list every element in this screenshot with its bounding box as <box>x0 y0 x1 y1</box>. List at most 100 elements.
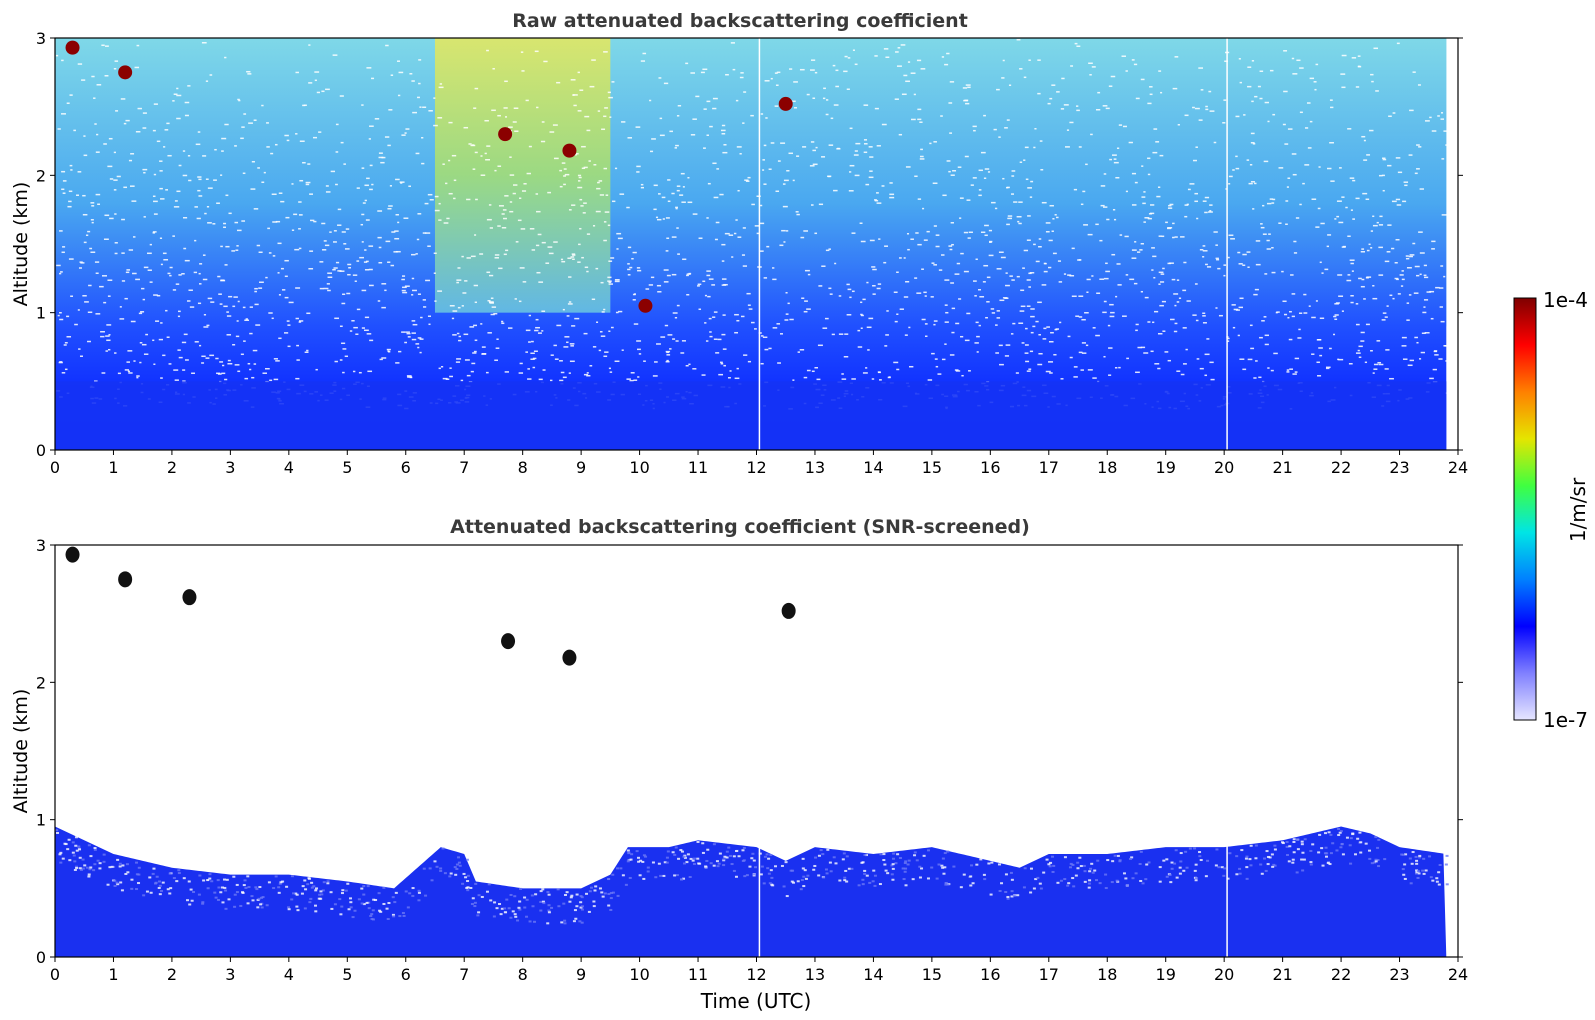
layer-texture <box>1421 869 1425 872</box>
layer-texture <box>891 867 895 870</box>
speckle <box>1370 247 1373 249</box>
layer-texture <box>1170 861 1174 864</box>
speckle <box>785 230 789 232</box>
layer-texture <box>696 857 700 860</box>
speckle <box>1189 183 1195 185</box>
layer-texture <box>580 896 584 899</box>
layer-texture <box>758 852 762 855</box>
speckle <box>1078 351 1083 354</box>
speckle <box>1315 63 1319 66</box>
speckle <box>567 257 572 260</box>
speckle <box>1247 66 1252 68</box>
speckle <box>214 148 217 151</box>
layer-texture <box>822 876 826 879</box>
speckle <box>1286 371 1290 373</box>
speckle <box>1167 262 1171 265</box>
speckle <box>381 357 387 359</box>
speckle <box>648 284 654 286</box>
speckle <box>747 360 752 363</box>
speckle <box>412 111 417 114</box>
layer-texture <box>1217 866 1221 869</box>
speckle <box>1083 224 1089 226</box>
layer-texture <box>1110 881 1114 884</box>
speckle <box>474 339 478 342</box>
speckle <box>109 178 114 180</box>
layer-texture <box>943 866 947 869</box>
speckle <box>809 165 815 167</box>
speckle <box>1202 312 1206 315</box>
layer-texture <box>698 862 702 865</box>
speckle <box>574 317 580 320</box>
speckle <box>264 367 270 370</box>
speckle <box>365 260 369 263</box>
speckle <box>1352 218 1356 220</box>
layer-texture <box>1139 879 1143 882</box>
speckle <box>471 144 475 146</box>
speckle <box>385 44 389 47</box>
x-tick-label: 0 <box>50 965 60 984</box>
speckle <box>1090 133 1093 136</box>
layer-texture <box>1368 849 1372 852</box>
speckle <box>597 110 601 112</box>
speckle <box>1231 304 1236 306</box>
speckle <box>1352 179 1356 182</box>
speckle <box>409 376 413 379</box>
x-tick-label: 14 <box>863 965 883 984</box>
layer-texture <box>241 891 245 894</box>
speckle <box>364 316 370 319</box>
speckle <box>1358 356 1362 359</box>
layer-texture <box>1403 877 1407 880</box>
speckle <box>846 314 852 316</box>
speckle <box>303 104 307 107</box>
speckle <box>801 297 805 299</box>
layer-texture <box>1260 872 1264 875</box>
speckle <box>90 251 96 253</box>
layer-texture <box>765 853 769 856</box>
speckle <box>1023 76 1027 79</box>
x-tick-label: 2 <box>167 458 177 477</box>
speckle <box>736 367 739 370</box>
speckle <box>1158 235 1162 237</box>
layer-texture <box>1175 876 1179 879</box>
speckle <box>671 192 675 195</box>
speckle <box>712 316 716 318</box>
speckle <box>568 276 572 278</box>
speckle <box>1092 327 1096 329</box>
speckle <box>1259 97 1263 100</box>
layer-texture <box>158 893 162 896</box>
layer-texture <box>465 886 469 889</box>
speckle <box>473 324 478 327</box>
speckle <box>106 324 112 326</box>
speckle <box>125 271 130 274</box>
layer-texture <box>219 891 223 894</box>
speckle <box>1291 57 1295 60</box>
speckle <box>682 258 687 261</box>
layer-texture <box>814 856 818 859</box>
speckle <box>1073 376 1078 378</box>
speckle <box>1247 85 1252 88</box>
speckle <box>425 232 431 234</box>
speckle <box>665 360 670 363</box>
speckle <box>988 254 994 257</box>
speckle <box>1176 279 1180 281</box>
speckle <box>946 52 950 55</box>
speckle <box>1253 377 1257 379</box>
speckle <box>632 251 637 254</box>
layer-texture <box>637 856 641 859</box>
layer-texture <box>106 883 110 886</box>
layer-texture <box>135 861 139 864</box>
speckle <box>1408 294 1412 296</box>
speckle <box>434 300 437 302</box>
layer-texture <box>525 898 529 901</box>
speckle <box>655 216 659 219</box>
speckle <box>1159 281 1165 283</box>
speckle <box>1378 363 1384 366</box>
speckle <box>1423 274 1427 277</box>
layer-texture <box>607 878 611 881</box>
speckle <box>83 154 88 157</box>
layer-texture <box>769 853 773 856</box>
speckle <box>948 245 953 247</box>
speckle <box>390 74 394 76</box>
speckle <box>138 312 143 315</box>
speckle <box>1131 172 1137 175</box>
